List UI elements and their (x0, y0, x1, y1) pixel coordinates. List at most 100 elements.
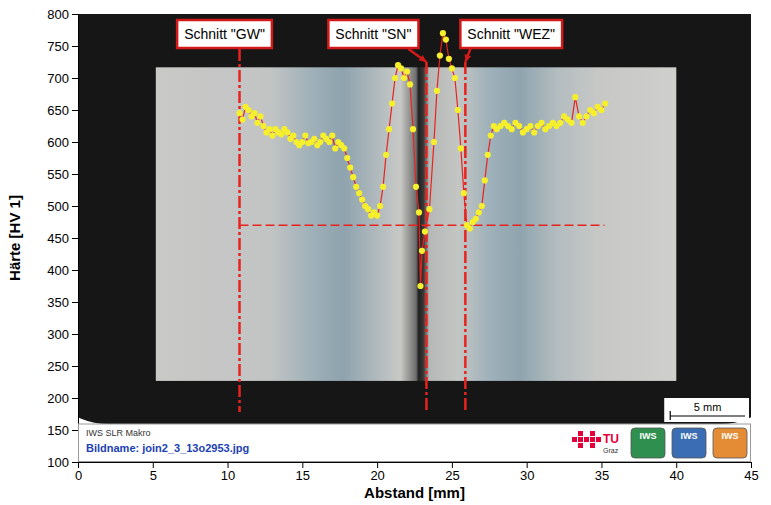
hardness-point (572, 94, 578, 100)
tick-label: 600 (47, 135, 69, 150)
tu-logo-square (590, 437, 595, 442)
x-axis: 051015202530354045 (75, 462, 759, 483)
tick-mark (72, 270, 78, 271)
y-axis: 1001502002503003504004505005506006507007… (47, 7, 78, 470)
tick-mark (72, 238, 78, 239)
tick-label: 800 (47, 7, 69, 22)
tick-mark (676, 462, 677, 468)
iws-logo (713, 428, 747, 458)
tick-mark (72, 462, 78, 463)
hardness-point (389, 101, 395, 107)
tick: 750 (47, 39, 78, 54)
specimen (156, 67, 676, 381)
hardness-point (539, 120, 545, 126)
cut-arrow (408, 49, 426, 62)
tick-label: 650 (47, 103, 69, 118)
photo-ground (78, 14, 751, 424)
tick-mark (72, 78, 78, 79)
iws-logo (672, 428, 706, 458)
tick-label: 300 (47, 327, 69, 342)
cut-label-box (460, 20, 562, 48)
tu-logo-square (578, 437, 583, 442)
hardness-point (383, 152, 389, 158)
tick: 40 (669, 462, 683, 483)
hardness-point (476, 209, 482, 215)
hardness-point (557, 120, 563, 126)
hardness-point (269, 133, 275, 139)
tick-label: 500 (47, 199, 69, 214)
hardness-point (326, 139, 332, 145)
tick-mark (302, 462, 303, 468)
tick: 250 (47, 359, 78, 374)
hardness-point (482, 177, 488, 183)
hardness-point (485, 152, 491, 158)
tu-logo-text: TU (603, 432, 619, 446)
hardness-point (527, 123, 533, 129)
tu-logo-square (590, 443, 595, 448)
hardness-point (576, 113, 582, 119)
tick-mark (72, 430, 78, 431)
tu-logo-subtext: Graz (603, 447, 619, 454)
tick-label: 400 (47, 263, 69, 278)
tick: 100 (47, 455, 78, 470)
hardness-point (398, 65, 404, 71)
iws-logo-text: IWS (640, 431, 657, 441)
tu-logo-square (578, 431, 583, 436)
tick: 450 (47, 231, 78, 246)
hardness-point (386, 126, 392, 132)
scale-bar-end (670, 411, 671, 420)
y-axis-title: Härte [HV 1] (6, 195, 23, 281)
hardness-point (329, 133, 335, 139)
hardness-point (452, 75, 458, 81)
tick-mark (72, 366, 78, 367)
tick: 20 (370, 462, 384, 483)
tick: 350 (47, 295, 78, 310)
tick-label: 0 (75, 468, 82, 483)
hardness-point (458, 145, 464, 151)
hardness-point (350, 174, 356, 180)
footer-title: IWS SLR Makro (86, 428, 151, 438)
tick-mark (72, 302, 78, 303)
cut-label: Schnitt "SN" (335, 26, 411, 42)
hardness-point (239, 117, 245, 123)
hardness-point (260, 123, 266, 129)
tu-logo-square (596, 437, 601, 442)
tick: 10 (221, 462, 235, 483)
tick-mark (751, 462, 752, 468)
hardness-point (416, 209, 422, 215)
tick-mark (72, 398, 78, 399)
hardness-point (290, 133, 296, 139)
hardness-point (236, 110, 242, 116)
hardness-point (449, 65, 455, 71)
cut-label: Schnitt "WEZ" (467, 26, 555, 42)
footer-filename: Bildname: join2_3_13o2953.jpg (86, 442, 249, 454)
scale-bar (670, 415, 745, 416)
tick: 0 (75, 462, 82, 483)
hardness-point (257, 113, 263, 119)
tick-label: 150 (47, 423, 69, 438)
hardness-point (509, 126, 515, 132)
tick-label: 30 (520, 468, 534, 483)
tick-label: 750 (47, 39, 69, 54)
tick-label: 700 (47, 71, 69, 86)
hardness-point (516, 123, 522, 129)
hardness-point (341, 145, 347, 151)
cut-label-box (328, 20, 418, 48)
hardness-point (353, 184, 359, 190)
tick-label: 5 (150, 468, 157, 483)
tick: 15 (296, 462, 310, 483)
reference-line (240, 224, 605, 226)
tick-mark (153, 462, 154, 468)
tick-label: 40 (669, 468, 683, 483)
hardness-point (317, 139, 323, 145)
hardness-point (443, 37, 449, 43)
hardness-line (240, 33, 606, 286)
tick-label: 10 (221, 468, 235, 483)
tick: 30 (520, 462, 534, 483)
hardness-point (473, 216, 479, 222)
hardness-point (299, 139, 305, 145)
hardness-point (374, 213, 380, 219)
points (236, 30, 608, 289)
cut-label-box (177, 20, 272, 48)
hardness-point (311, 136, 317, 142)
